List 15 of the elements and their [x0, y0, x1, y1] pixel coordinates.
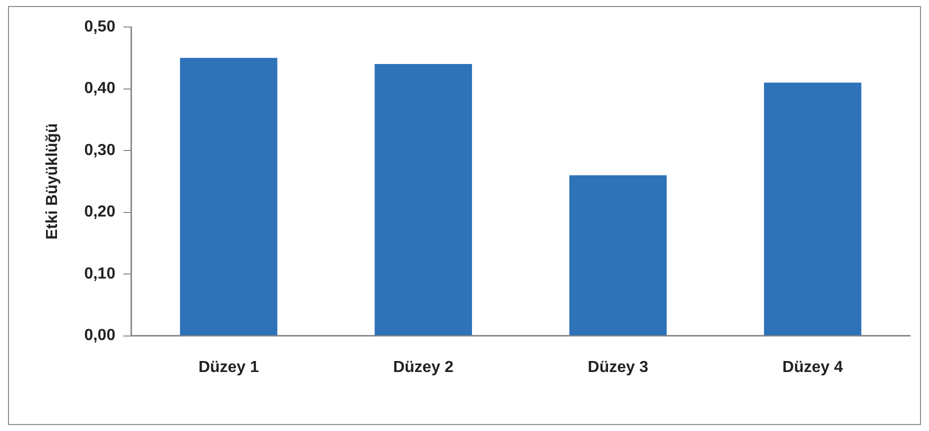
x-tick-label: Düzey 4 [782, 358, 844, 376]
y-tick-label: 0,50 [84, 18, 116, 36]
x-tick-label: Düzey 2 [393, 358, 454, 376]
x-tick-label: Düzey 3 [588, 358, 648, 376]
x-tick-label: Düzey 1 [198, 358, 260, 376]
y-tick-label: 0,40 [84, 80, 116, 98]
bar [180, 58, 278, 336]
y-tick-label: 0,10 [84, 265, 116, 282]
y-tick-label: 0,00 [84, 327, 116, 344]
bar [569, 175, 667, 336]
bar [374, 64, 472, 336]
y-axis-title: Etki Büyüklüğü [44, 123, 62, 240]
y-tick-label: 0,30 [84, 142, 116, 159]
bar [764, 82, 862, 336]
y-tick-label: 0,20 [84, 204, 116, 221]
